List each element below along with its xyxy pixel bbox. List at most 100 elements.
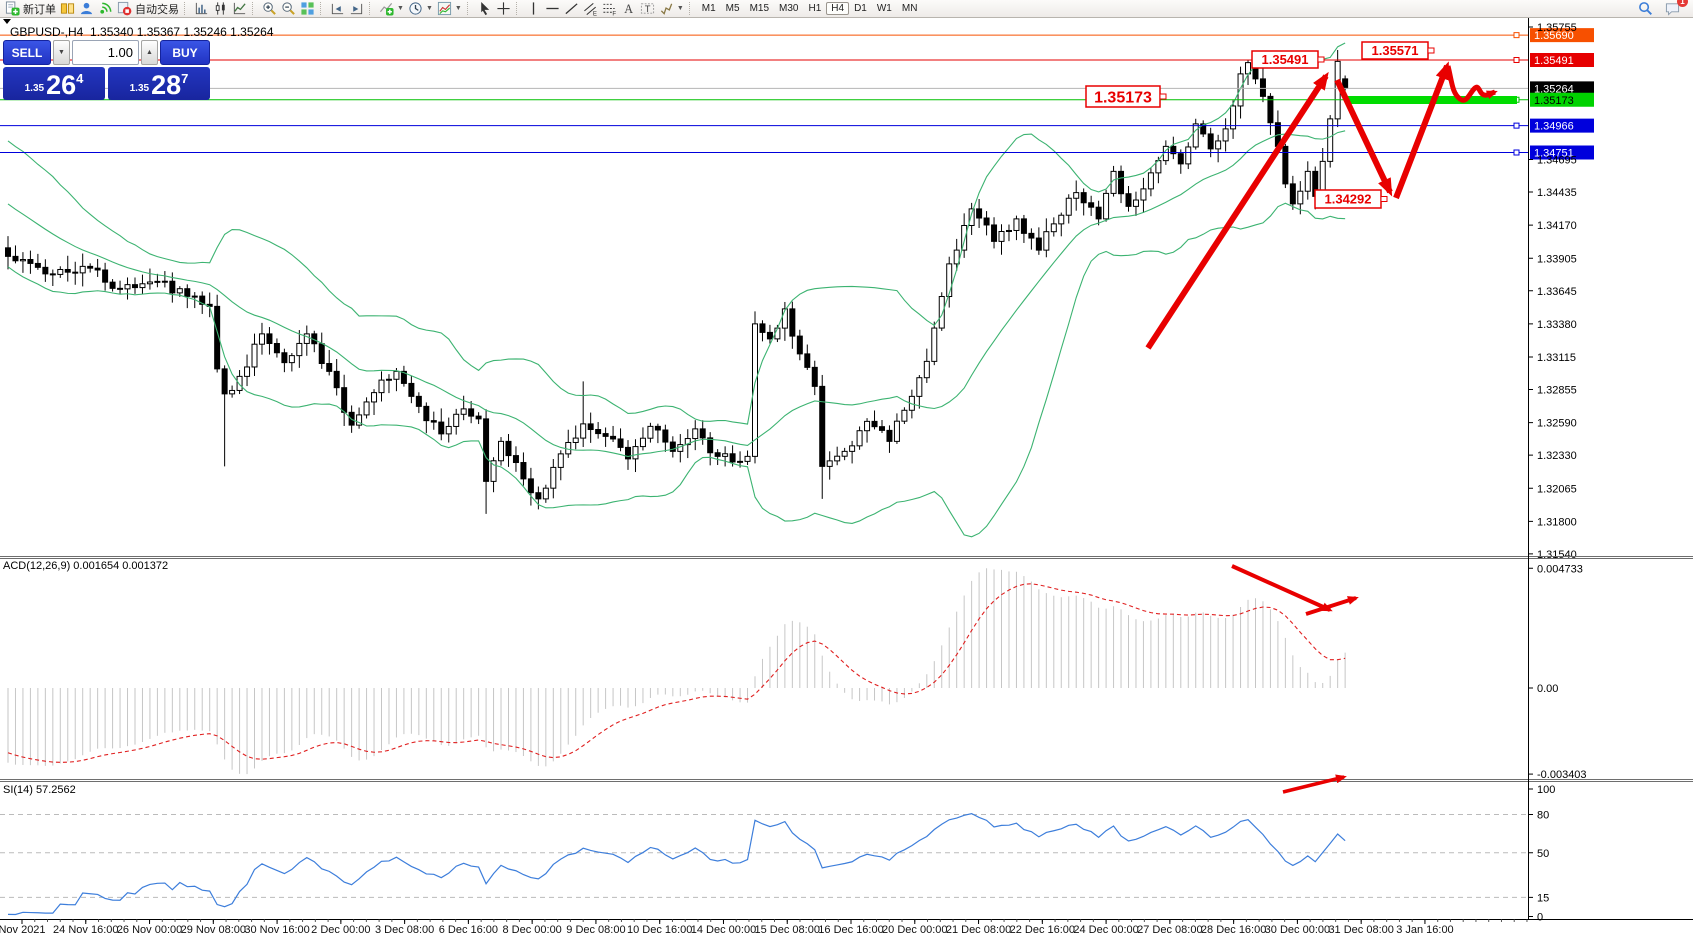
trend-arrow — [1145, 71, 1329, 350]
timeframe-button-D1[interactable]: D1 — [854, 3, 867, 14]
toolbar-button-zoom-out[interactable] — [279, 1, 298, 16]
svg-text:T: T — [645, 4, 651, 14]
dropdown-caret-icon[interactable]: ▼ — [397, 5, 404, 12]
volume-increase-button[interactable]: ▲ — [141, 40, 158, 65]
toolbar-button-line-chart[interactable] — [230, 1, 249, 16]
price-annotation-label[interactable]: 1.34292 — [1314, 189, 1388, 209]
toolbar-button-bar-chart[interactable] — [192, 1, 211, 16]
timeframe-button-W1[interactable]: W1 — [876, 3, 892, 14]
toolbar-button-cursor[interactable] — [475, 1, 494, 16]
toolbar-button-signals[interactable] — [96, 1, 115, 16]
svg-text:F: F — [612, 11, 616, 16]
buy-price-quote[interactable]: 1.35 28 7 — [108, 67, 210, 100]
dropdown-caret-icon[interactable]: ▼ — [676, 5, 684, 12]
zoom-out-icon — [282, 2, 295, 15]
toolbar-button-trendline[interactable] — [562, 1, 581, 16]
toolbar-button-auto-trading[interactable]: 自动交易 — [115, 1, 181, 16]
toolbar-button-periods[interactable]: ▼ — [406, 1, 435, 16]
price-tag: 1.35690 — [1530, 28, 1594, 43]
toolbar-separator — [369, 2, 374, 15]
toolbar-separator — [184, 2, 189, 15]
timeframe-button-M15[interactable]: M15 — [749, 3, 770, 14]
svg-text:1.32590: 1.32590 — [1537, 418, 1577, 430]
svg-text:1.31800: 1.31800 — [1537, 516, 1577, 528]
timeframe-button-MN[interactable]: MN — [901, 3, 918, 14]
toolbar-button-tile-windows[interactable] — [298, 1, 317, 16]
indicators-icon — [379, 2, 394, 16]
toolbar-separator — [688, 2, 694, 15]
trend-arrow — [1393, 61, 1450, 200]
svg-text:2 Dec 00:00: 2 Dec 00:00 — [311, 924, 370, 936]
sell-button[interactable]: SELL — [3, 40, 51, 65]
svg-text:1.35755: 1.35755 — [1537, 22, 1577, 34]
toolbar-button-indicators[interactable]: ▼ — [377, 1, 406, 16]
svg-text:1.33645: 1.33645 — [1537, 286, 1577, 298]
auto-trading-label: 自动交易 — [135, 3, 179, 16]
notifications-button[interactable]: 1 — [1663, 0, 1688, 16]
toolbar-button-equidistant-channel[interactable]: E — [581, 1, 600, 16]
svg-text:30 Dec 00:00: 30 Dec 00:00 — [1265, 924, 1330, 936]
buy-button[interactable]: BUY — [160, 40, 210, 65]
indicator-trend-arrow — [1305, 596, 1359, 616]
volume-decrease-button[interactable]: ▼ — [53, 40, 70, 65]
chart-ohlc-info: GBPUSD-,H4 1.35340 1.35367 1.35246 1.352… — [10, 25, 274, 39]
toolbar-button-text-label[interactable]: T — [638, 1, 657, 16]
vertical-line-icon — [532, 2, 534, 15]
svg-text:30 Nov 16:00: 30 Nov 16:00 — [244, 924, 309, 936]
toolbar-button-arrows[interactable]: ▼ — [657, 1, 686, 16]
sell-price-pip: 4 — [76, 71, 84, 86]
toolbar-button-templates[interactable]: ▼ — [435, 1, 464, 16]
toolbar-button-new-order[interactable]: 新订单 — [3, 1, 58, 16]
dropdown-caret-icon[interactable]: ▼ — [454, 5, 462, 12]
svg-text:1.35690: 1.35690 — [1534, 30, 1574, 42]
svg-text:1.34966: 1.34966 — [1534, 121, 1574, 133]
toolbar-button-auto-scroll[interactable] — [328, 1, 347, 16]
search-button[interactable] — [1636, 1, 1655, 16]
toolbar-button-horizontal-line[interactable] — [543, 1, 562, 16]
timeframe-button-M5[interactable]: M5 — [725, 3, 740, 14]
toolbar-button-navigator[interactable] — [77, 1, 96, 16]
notification-badge: 1 — [1677, 0, 1688, 7]
svg-text:1.34170: 1.34170 — [1537, 220, 1577, 232]
text-label-icon: T — [640, 3, 654, 14]
svg-text:24 Nov 16:00: 24 Nov 16:00 — [53, 924, 118, 936]
price-annotation-label[interactable]: 1.35173 — [1085, 85, 1167, 108]
price-annotation-label[interactable]: 1.35571 — [1361, 41, 1435, 60]
rsi-indicator — [0, 813, 1528, 916]
macd-label: ACD(12,26,9) 0.001654 0.001372 — [3, 560, 169, 572]
timeframe-button-M1[interactable]: M1 — [701, 3, 716, 14]
toolbar-button-crosshair[interactable] — [494, 1, 513, 16]
sell-price-prefix: 1.35 — [24, 83, 45, 94]
svg-text:1.33115: 1.33115 — [1537, 352, 1576, 364]
line-chart-icon — [233, 2, 246, 15]
trendline-icon — [565, 3, 578, 15]
svg-text:A: A — [624, 2, 633, 16]
subwindow-collapse-icon[interactable] — [3, 19, 11, 24]
price-annotation-label[interactable]: 1.35491 — [1251, 50, 1325, 69]
volume-input[interactable] — [72, 40, 139, 65]
sell-price-quote[interactable]: 1.35 26 4 — [3, 67, 105, 100]
svg-text:1.34435: 1.34435 — [1537, 187, 1577, 199]
horizontal-line-icon — [546, 7, 559, 10]
periods-icon — [409, 2, 422, 15]
trend-squiggle-arrow — [1445, 65, 1498, 103]
price-tag: 1.35491 — [1530, 53, 1594, 67]
svg-text:27 Dec 08:00: 27 Dec 08:00 — [1137, 924, 1202, 936]
toolbar-button-candlestick[interactable] — [211, 1, 230, 16]
toolbar-button-vertical-line[interactable] — [524, 1, 543, 16]
toolbar-button-zoom-in[interactable] — [260, 1, 279, 16]
toolbar-button-text[interactable]: A — [619, 1, 638, 16]
candlestick-series — [5, 50, 1349, 514]
timeframe-button-H4[interactable]: H4 — [826, 2, 850, 15]
crosshair-icon — [497, 2, 510, 15]
timeframe-button-H1[interactable]: H1 — [808, 3, 822, 14]
candlestick-icon — [215, 2, 225, 15]
price-tag: 1.34751 — [1530, 145, 1594, 160]
toolbar-button-chart-shift[interactable] — [347, 1, 366, 16]
toolbar-button-fibonacci[interactable]: F — [600, 1, 619, 16]
toolbar-button-market-watch[interactable] — [58, 1, 77, 16]
timeframe-button-M30[interactable]: M30 — [779, 3, 799, 14]
dropdown-caret-icon[interactable]: ▼ — [425, 5, 433, 12]
